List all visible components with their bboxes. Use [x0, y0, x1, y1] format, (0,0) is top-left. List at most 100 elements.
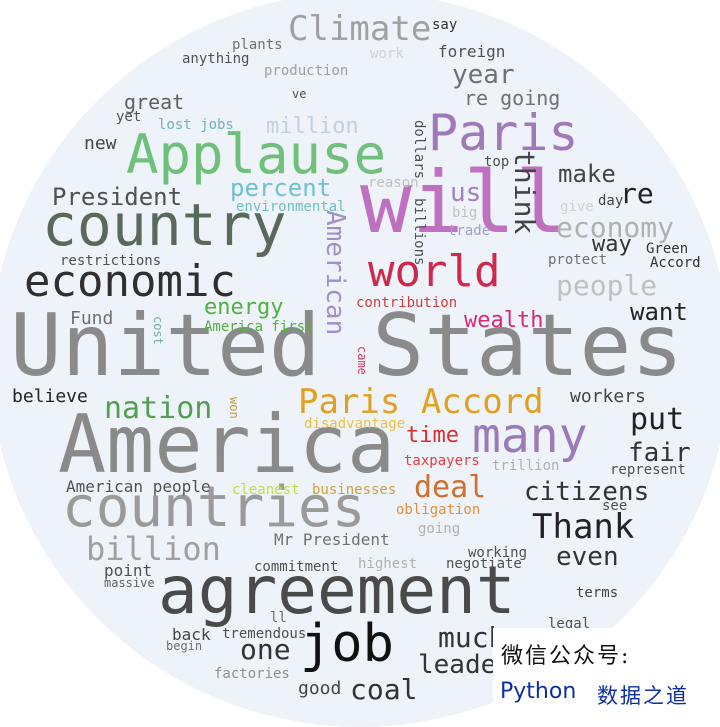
cloud-word: fair — [628, 438, 691, 468]
cloud-word: re — [620, 177, 654, 210]
cloud-word: billions — [411, 198, 427, 266]
cloud-word: day — [598, 193, 624, 209]
cloud-word: factories — [214, 666, 290, 682]
cloud-word: United States — [10, 296, 684, 396]
cloud-word: foreign — [438, 42, 506, 61]
cloud-word: plants — [232, 37, 283, 53]
cloud-word: point — [104, 561, 153, 580]
cloud-word: work — [370, 46, 404, 62]
watermark-line-2-python: Python — [500, 679, 577, 704]
watermark-line-2-cjk: 数据之道 — [597, 684, 689, 708]
cloud-word: America — [58, 398, 396, 491]
cloud-word: see — [602, 498, 628, 514]
cloud-word: American — [320, 210, 350, 336]
cloud-word: protect — [548, 252, 608, 268]
cloud-word: trillion — [492, 458, 560, 474]
cloud-word: million — [266, 114, 359, 139]
cloud-word: energy — [204, 295, 284, 320]
cloud-word: make — [558, 160, 616, 188]
cloud-word: country — [42, 191, 287, 259]
cloud-word: commitment — [254, 559, 339, 575]
cloud-word: massive — [104, 576, 155, 590]
cloud-word: environmental — [236, 199, 346, 215]
cloud-word: highest — [358, 556, 418, 572]
cloud-word: re going — [464, 86, 561, 110]
cloud-word: lost jobs — [158, 117, 234, 133]
cloud-word: us — [450, 178, 482, 208]
cloud-word: reason — [368, 175, 419, 191]
cloud-word: Paris Accord — [298, 382, 544, 422]
cloud-word: yet — [116, 109, 142, 125]
cloud-word: top — [484, 154, 510, 170]
cloud-word: even — [556, 542, 619, 572]
cloud-word: taxpayers — [404, 453, 480, 469]
cloud-word: anything — [182, 51, 250, 67]
cloud-word: Mr President — [274, 530, 390, 549]
cloud-word: job — [300, 614, 394, 674]
cloud-word: citizens — [524, 477, 650, 507]
cloud-word: legal — [548, 616, 591, 632]
cloud-word: agreement — [158, 552, 516, 629]
cloud-word: working — [468, 545, 528, 561]
cloud-word: nation — [104, 391, 213, 426]
cloud-word: coal — [350, 673, 418, 706]
cloud-word: want — [630, 298, 688, 326]
cloud-word: world — [368, 246, 501, 297]
cloud-word: disadvantage — [304, 416, 406, 432]
cloud-word: put — [630, 402, 685, 437]
cloud-word: America first — [204, 319, 314, 335]
cloud-word: Accord — [650, 255, 701, 271]
cloud-word: good — [298, 678, 342, 699]
cloud-word: restrictions — [60, 253, 162, 269]
cloud-word: wealth — [464, 308, 544, 333]
cloud-word: year — [452, 60, 515, 90]
cloud-word: way — [592, 232, 632, 257]
cloud-word: Climate — [288, 9, 432, 49]
cloud-word: cost — [151, 316, 165, 345]
cloud-word: obligation — [396, 502, 481, 518]
cloud-word: many — [472, 408, 588, 464]
cloud-word: percent — [230, 174, 332, 202]
cloud-word: production — [264, 63, 349, 79]
cloud-word: Thank — [532, 507, 635, 547]
cloud-word: ve — [292, 87, 307, 101]
cloud-word: one — [240, 633, 291, 666]
watermark: 微信公众号: Python 数据之道 — [493, 628, 717, 718]
cloud-word: workers — [570, 386, 646, 407]
cloud-word: great — [124, 90, 185, 114]
cloud-word: American people — [66, 477, 211, 496]
cloud-word: billion — [86, 530, 221, 568]
watermark-line-1: 微信公众号: — [501, 644, 631, 669]
cloud-word: economy — [556, 211, 675, 244]
cloud-word: cleanest — [232, 482, 300, 498]
cloud-word: say — [432, 17, 458, 33]
cloud-word: trade — [448, 223, 491, 239]
cloud-word: big — [452, 205, 478, 221]
cloud-word: give — [560, 199, 594, 215]
cloud-word: tremendous — [222, 626, 307, 642]
cloud-word: economic — [24, 256, 236, 307]
cloud-word: countries — [62, 475, 366, 540]
cloud-word: Applause — [126, 123, 387, 186]
cloud-word: deal — [414, 470, 487, 505]
cloud-word: time — [406, 423, 459, 448]
cloud-word: people — [556, 269, 658, 302]
cloud-word: came — [355, 346, 369, 375]
cloud-word: President — [52, 183, 183, 211]
cloud-word: believe — [12, 386, 88, 407]
cloud-word: Green — [646, 241, 689, 257]
cloud-word: begin — [166, 639, 203, 653]
cloud-word: new — [84, 133, 117, 154]
cloud-word: Paris — [428, 104, 579, 162]
cloud-word: Fund — [70, 308, 114, 329]
cloud-word: ll — [270, 610, 287, 626]
cloud-word: dollars — [411, 120, 427, 180]
cloud-word: terms — [576, 585, 619, 601]
cloud-word: think — [508, 150, 541, 235]
cloud-word: will — [360, 153, 568, 253]
cloud-word: going — [418, 521, 461, 537]
cloud-word: back — [172, 625, 211, 644]
